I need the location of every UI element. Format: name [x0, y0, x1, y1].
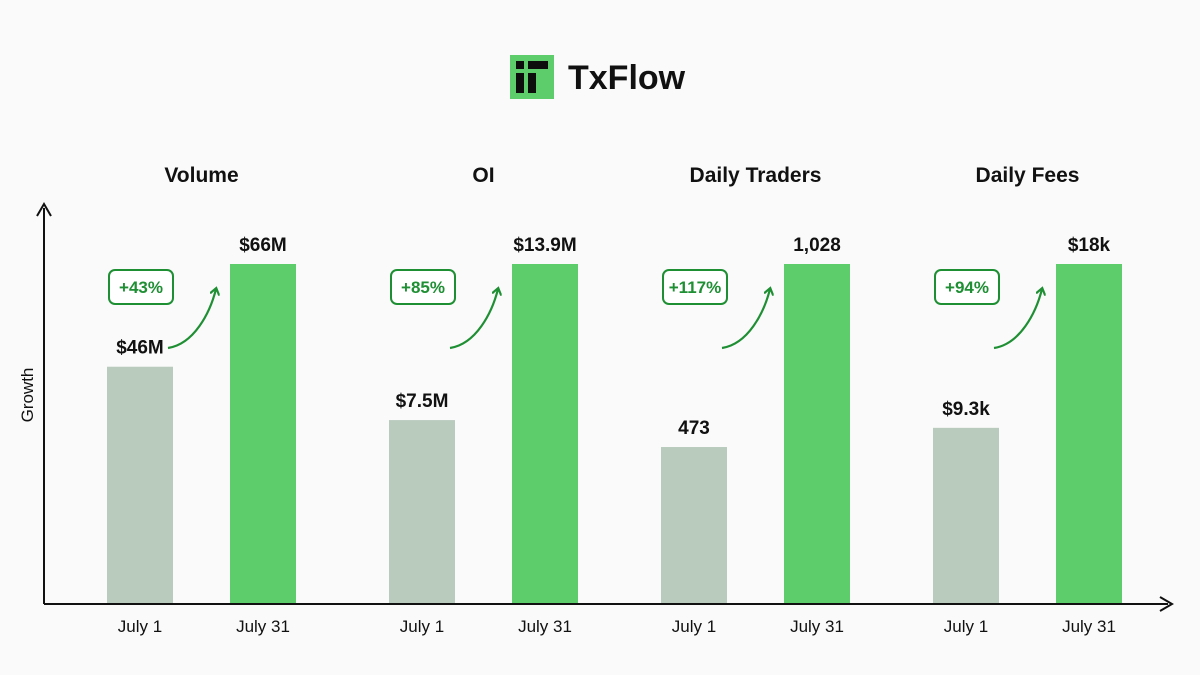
bar-july-1	[107, 366, 173, 603]
growth-label: +85%	[401, 278, 445, 297]
bar-july-31	[512, 264, 578, 603]
bar-july-1	[933, 427, 999, 603]
x-tick-label: July 31	[236, 617, 290, 636]
growth-arrow	[721, 289, 770, 350]
value-label: $7.5M	[396, 391, 449, 412]
bar-group-4: $9.3k July 1 $18k July 31 Daily Fees +94%	[933, 164, 1122, 636]
bar-july-1	[389, 420, 455, 603]
x-tick-label: July 1	[672, 617, 716, 636]
growth-label: +117%	[669, 278, 721, 297]
growth-badge	[662, 269, 728, 305]
bar-group-1: $46M July 1 $66M July 31 Volume +43%	[107, 164, 296, 636]
y-axis-label: Growth	[18, 368, 37, 423]
group-title: Daily Fees	[976, 164, 1080, 187]
x-tick-label: July 31	[518, 617, 572, 636]
growth-arrow	[449, 289, 498, 350]
bar-july-31	[784, 264, 850, 603]
x-tick-label: July 1	[118, 617, 162, 636]
bar-july-1	[661, 447, 727, 603]
growth-badge	[390, 269, 456, 305]
x-axis-arrowhead	[1159, 596, 1174, 612]
bar-july-31	[1056, 264, 1122, 603]
value-label: 1,028	[793, 235, 841, 256]
value-label: $46M	[116, 338, 164, 359]
y-axis-arrowhead	[36, 202, 52, 217]
axes: Growth	[18, 202, 1174, 612]
bar-groups: $46M July 1 $66M July 31 Volume +43% $7.5M July…	[107, 164, 1122, 636]
group-title: OI	[472, 164, 494, 187]
bar-group-2: $7.5M July 1 $13.9M July 31 OI +85%	[389, 164, 578, 636]
group-title: Volume	[164, 164, 238, 187]
x-tick-label: July 1	[944, 617, 988, 636]
value-label: $9.3k	[942, 399, 990, 420]
growth-label: +94%	[945, 278, 989, 297]
brand-name: TxFlow	[568, 59, 686, 97]
group-title: Daily Traders	[690, 164, 822, 187]
txflow-logo-icon	[510, 55, 554, 99]
growth-arrow	[167, 289, 216, 350]
value-label: $13.9M	[513, 235, 576, 256]
x-tick-label: July 31	[790, 617, 844, 636]
bar-july-31	[230, 264, 296, 603]
growth-arrow	[993, 289, 1042, 350]
value-label: 473	[678, 418, 710, 439]
growth-badge	[108, 269, 174, 305]
bar-group-3: 473 July 1 1,028 July 31 Daily Traders +117%	[661, 164, 850, 636]
value-label: $18k	[1068, 235, 1111, 256]
value-label: $66M	[239, 235, 287, 256]
brand-header: TxFlow	[510, 55, 686, 99]
growth-label: +43%	[119, 278, 163, 297]
x-tick-label: July 31	[1062, 617, 1116, 636]
growth-badge	[934, 269, 1000, 305]
x-tick-label: July 1	[400, 617, 444, 636]
